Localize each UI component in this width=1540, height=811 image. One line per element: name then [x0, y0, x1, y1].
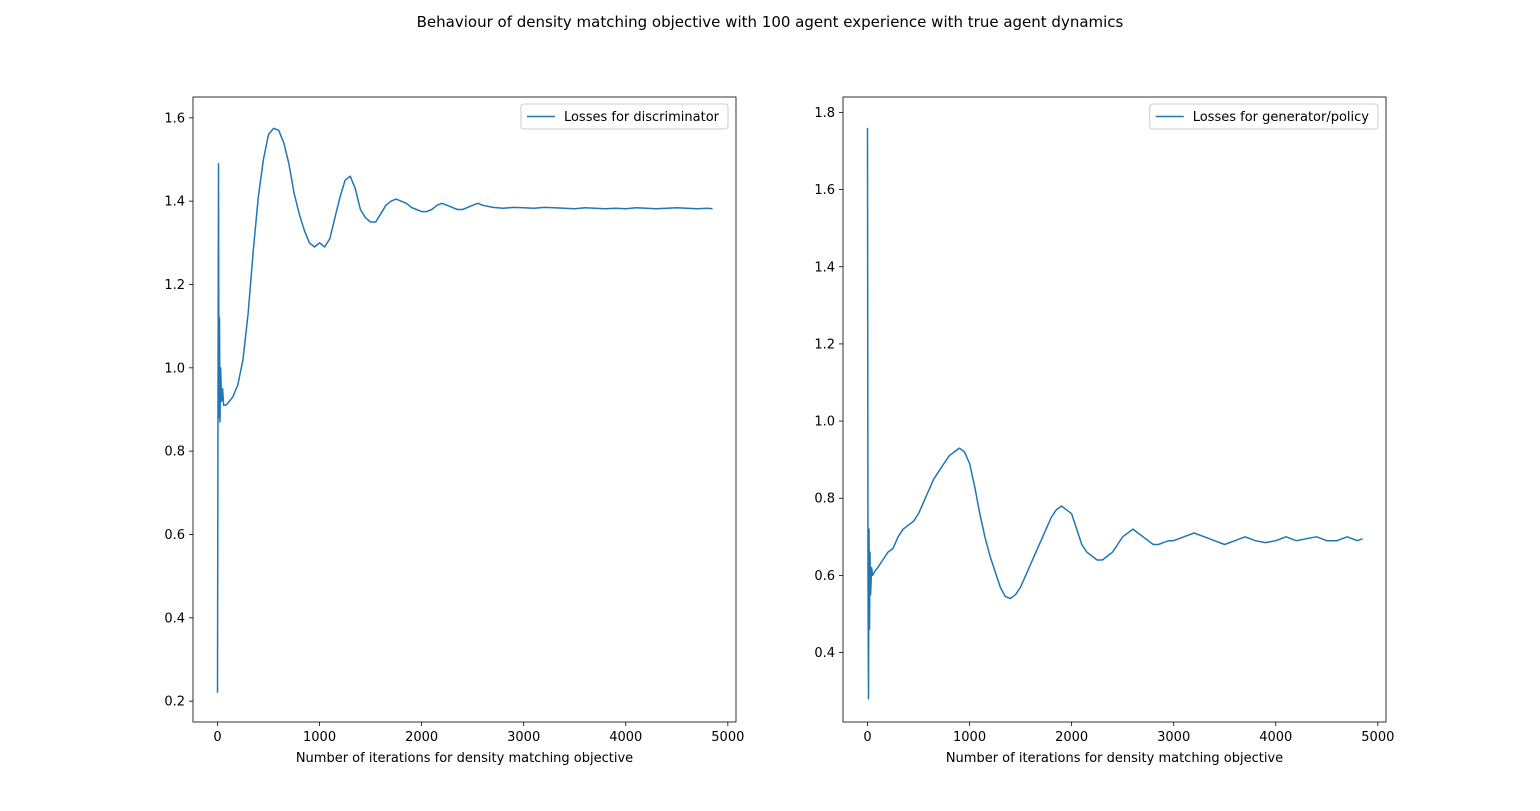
- plot-frame: [842, 96, 1387, 723]
- y-tick-label: 1.2: [814, 337, 835, 352]
- x-tick-label: 0: [213, 730, 221, 745]
- series-line-2-1: [866, 127, 1363, 700]
- y-tick-label: 1.6: [164, 111, 185, 126]
- x-tick-label: 4000: [609, 730, 642, 745]
- chart-panel-2: 0 1000 2000 3000 4000 5000 0.4 0.6 0.8 1.0 1.2 1.4 1…: [814, 96, 1394, 766]
- y-tick-label: 0.4: [814, 646, 835, 661]
- x-tick-label: 3000: [507, 730, 540, 745]
- x-tick-label: 4000: [1259, 730, 1292, 745]
- figure-title: Behaviour of density matching objective …: [416, 13, 1124, 31]
- x-tick-label: 1000: [953, 730, 986, 745]
- x-tick-label: 2000: [1055, 730, 1088, 745]
- legend: Losses for discriminator: [520, 103, 729, 130]
- legend-label: Losses for generator/policy: [1193, 110, 1370, 125]
- y-tick-label: 1.2: [164, 278, 185, 293]
- x-tick-label: 3000: [1157, 730, 1190, 745]
- y-tick-label: 1.6: [814, 183, 835, 198]
- x-tick-label: 5000: [1361, 730, 1394, 745]
- y-tick-label: 1.4: [164, 195, 185, 210]
- y-tick-label: 0.6: [164, 528, 185, 543]
- y-tick-label: 0.4: [164, 611, 185, 626]
- chart-panel-1: 0 1000 2000 3000 4000 5000 0.2 0.4 0.6 0.8 1.0 1.2 1…: [164, 96, 744, 766]
- y-tick-label: 1.8: [814, 106, 835, 121]
- plot-frame: [192, 96, 737, 723]
- y-tick-label: 0.8: [164, 445, 185, 460]
- y-tick-label: 0.8: [814, 492, 835, 507]
- y-tick-label: 0.2: [164, 695, 185, 710]
- y-tick-label: 1.0: [814, 415, 835, 430]
- y-tick-label: 0.6: [814, 569, 835, 584]
- legend-box: [520, 103, 729, 130]
- y-tick-label: 1.0: [164, 361, 185, 376]
- legend-box: [1149, 103, 1379, 130]
- x-axis-label: Number of iterations for density matchin…: [296, 751, 633, 766]
- x-tick-label: 2000: [405, 730, 438, 745]
- legend-label: Losses for discriminator: [564, 110, 720, 125]
- x-tick-label: 1000: [303, 730, 336, 745]
- x-axis-label: Number of iterations for density matchin…: [946, 751, 1283, 766]
- x-tick-label: 5000: [711, 730, 744, 745]
- series-line-1-1: [216, 127, 713, 693]
- legend: Losses for generator/policy: [1149, 103, 1379, 130]
- y-tick-label: 1.4: [814, 260, 835, 275]
- x-tick-label: 0: [863, 730, 871, 745]
